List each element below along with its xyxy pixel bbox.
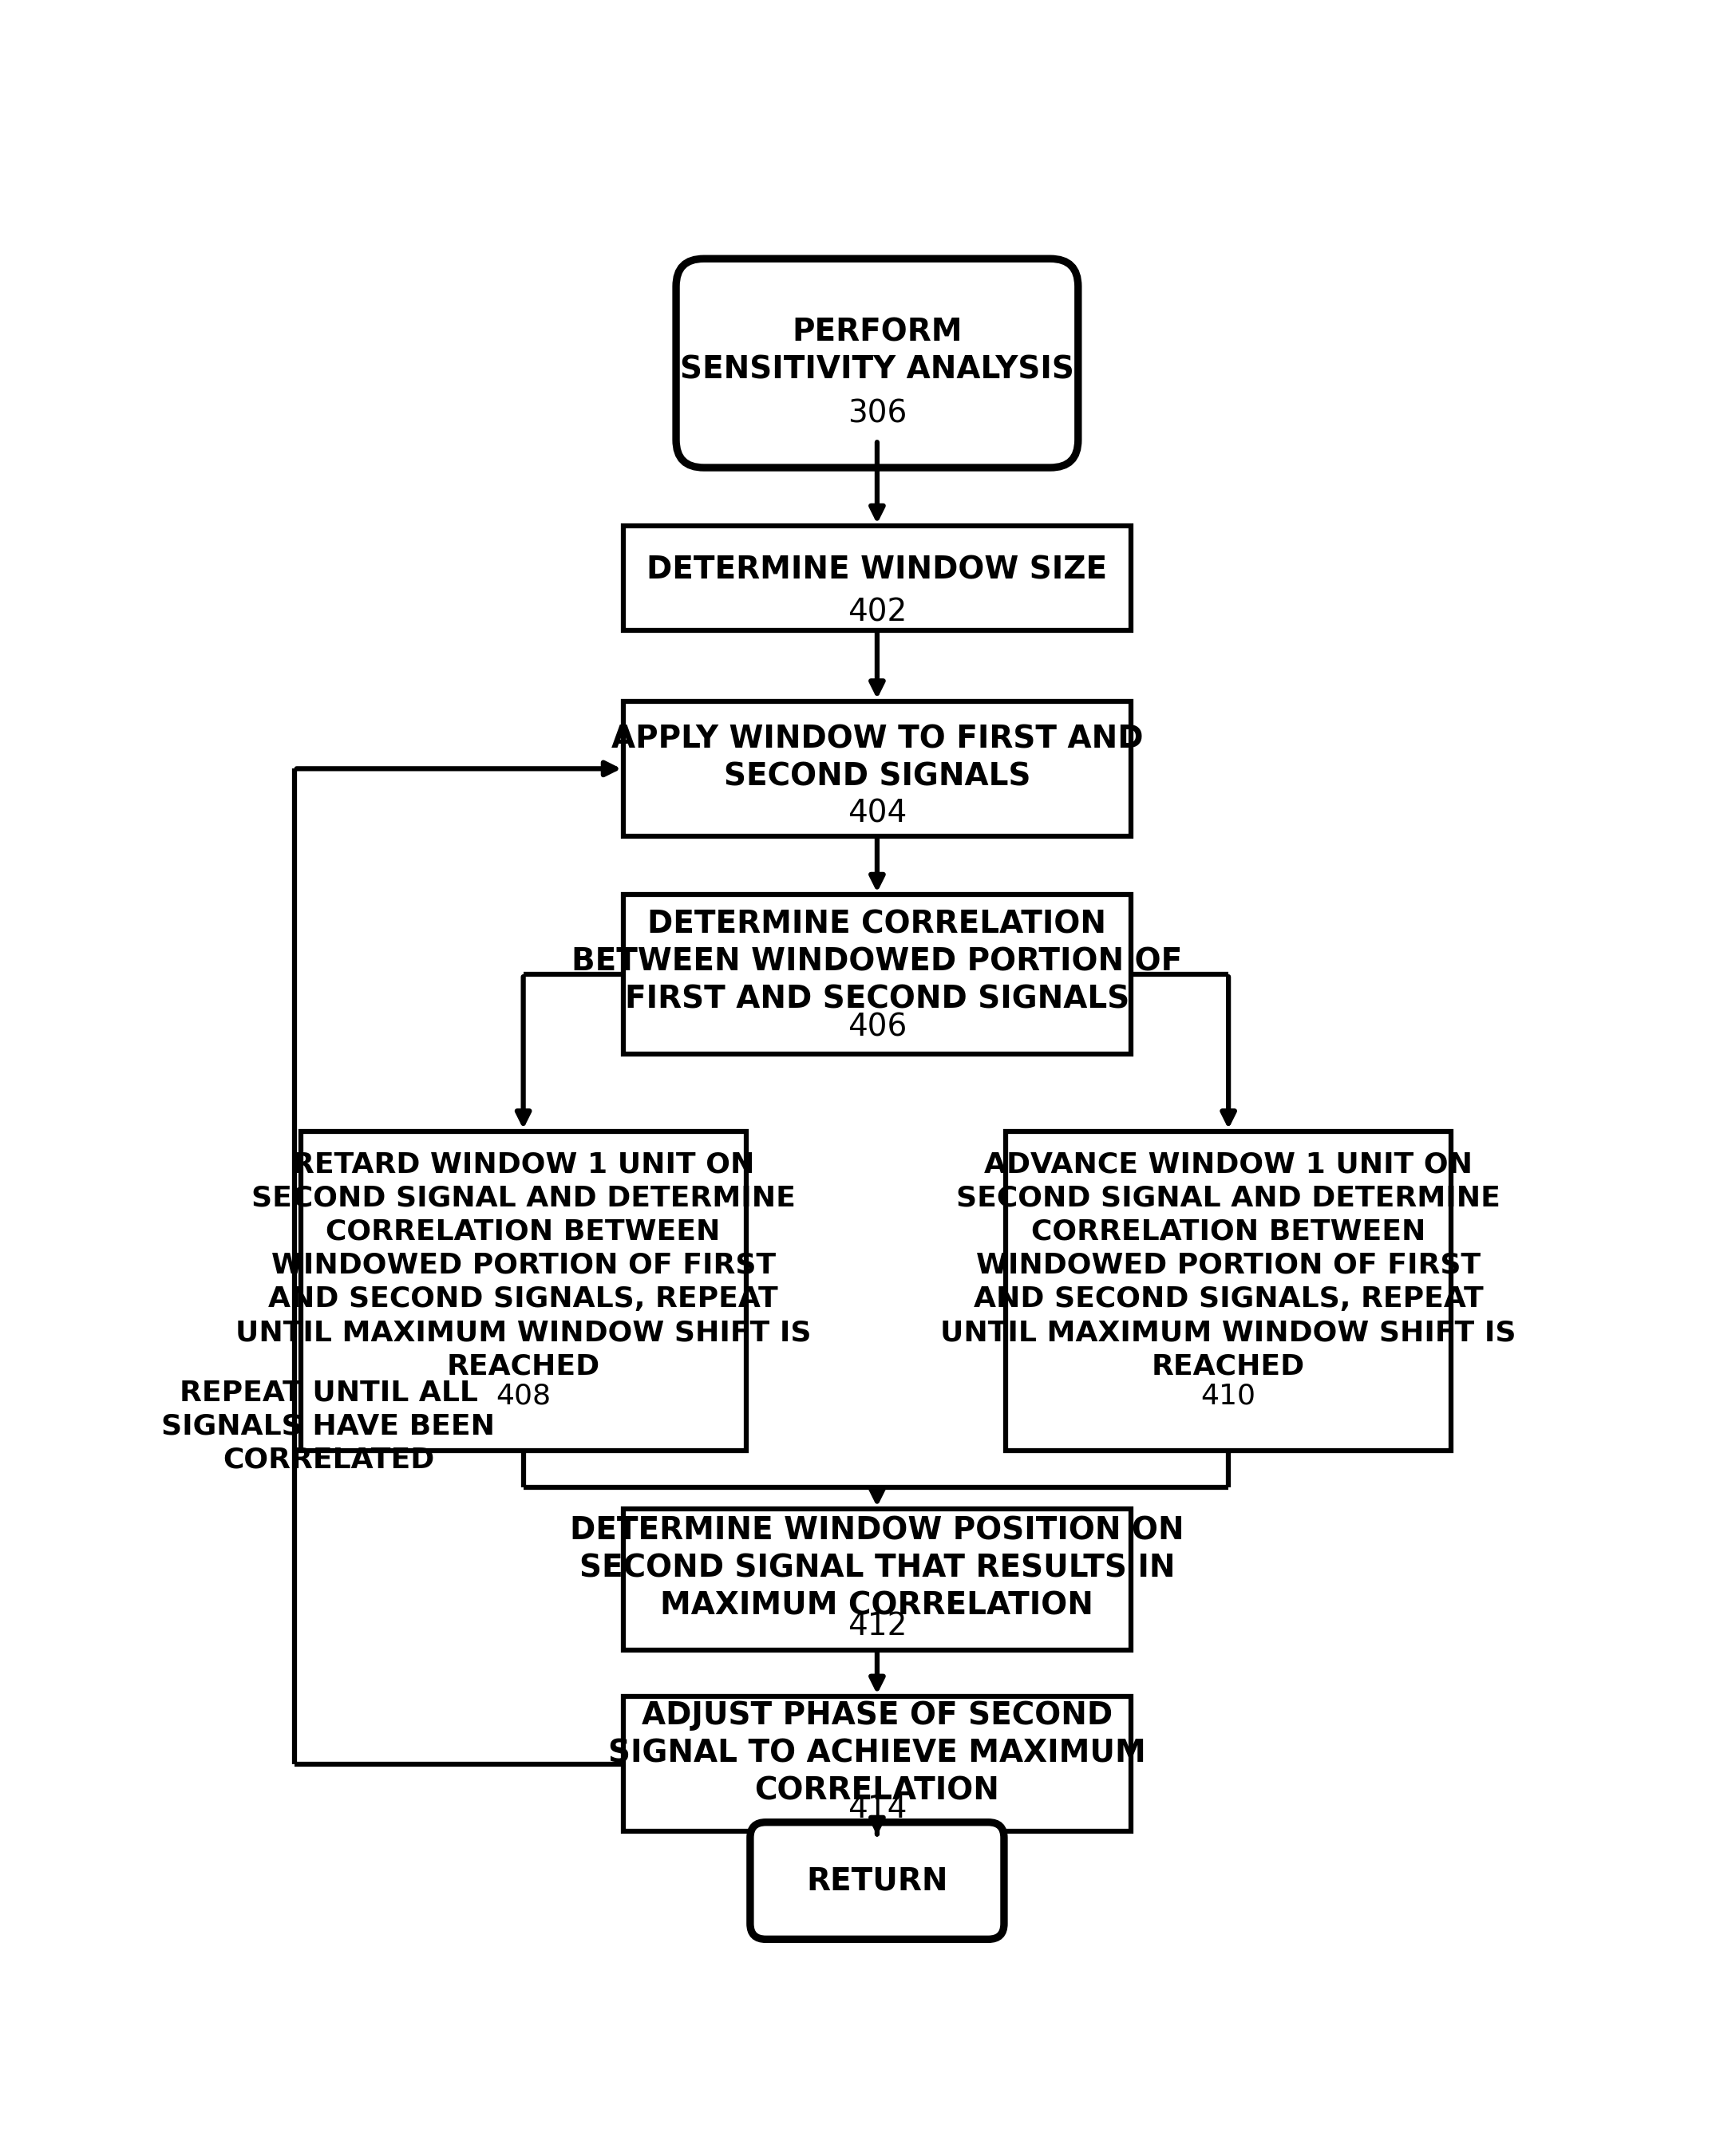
Text: REPEAT UNTIL ALL
SIGNALS HAVE BEEN
CORRELATED: REPEAT UNTIL ALL SIGNALS HAVE BEEN CORRE… (161, 1380, 495, 1473)
Text: PERFORM
SENSITIVITY ANALYSIS: PERFORM SENSITIVITY ANALYSIS (680, 317, 1073, 384)
FancyBboxPatch shape (676, 259, 1079, 468)
Text: 412: 412 (847, 1611, 907, 1641)
FancyBboxPatch shape (750, 1822, 1003, 1938)
Text: ADVANCE WINDOW 1 UNIT ON
SECOND SIGNAL AND DETERMINE
CORRELATION BETWEEN
WINDOWE: ADVANCE WINDOW 1 UNIT ON SECOND SIGNAL A… (940, 1151, 1517, 1380)
Text: 410: 410 (1200, 1382, 1257, 1410)
Bar (301, 1132, 746, 1451)
Text: DETERMINE WINDOW POSITION ON
SECOND SIGNAL THAT RESULTS IN
MAXIMUM CORRELATION: DETERMINE WINDOW POSITION ON SECOND SIGN… (570, 1516, 1185, 1621)
Bar (623, 526, 1130, 630)
Text: 306: 306 (847, 399, 907, 429)
Text: 406: 406 (847, 1011, 907, 1041)
Text: RETARD WINDOW 1 UNIT ON
SECOND SIGNAL AND DETERMINE
CORRELATION BETWEEN
WINDOWED: RETARD WINDOW 1 UNIT ON SECOND SIGNAL AN… (235, 1151, 811, 1380)
Text: 408: 408 (496, 1382, 551, 1410)
Bar (623, 1509, 1130, 1649)
Text: DETERMINE WINDOW SIZE: DETERMINE WINDOW SIZE (647, 554, 1108, 584)
Text: 404: 404 (847, 798, 907, 828)
Text: 402: 402 (847, 597, 907, 627)
Bar (623, 701, 1130, 837)
Text: DETERMINE CORRELATION
BETWEEN WINDOWED PORTION OF
FIRST AND SECOND SIGNALS: DETERMINE CORRELATION BETWEEN WINDOWED P… (572, 910, 1183, 1013)
Text: 414: 414 (847, 1794, 907, 1824)
Text: ADJUST PHASE OF SECOND
SIGNAL TO ACHIEVE MAXIMUM
CORRELATION: ADJUST PHASE OF SECOND SIGNAL TO ACHIEVE… (608, 1701, 1145, 1807)
Text: RETURN: RETURN (806, 1865, 948, 1895)
Text: APPLY WINDOW TO FIRST AND
SECOND SIGNALS: APPLY WINDOW TO FIRST AND SECOND SIGNALS (611, 724, 1144, 791)
Bar (623, 895, 1130, 1054)
Bar (623, 1697, 1130, 1833)
Bar (1005, 1132, 1452, 1451)
